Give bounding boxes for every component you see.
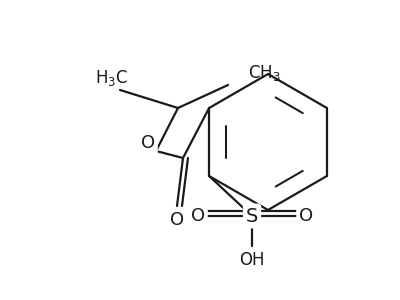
Text: H$_3$C: H$_3$C [95, 68, 128, 88]
Text: CH$_3$: CH$_3$ [248, 63, 281, 83]
Text: O: O [170, 211, 184, 229]
Text: S: S [246, 206, 258, 226]
Text: O: O [191, 207, 205, 225]
Text: OH: OH [239, 251, 265, 269]
Text: O: O [141, 134, 155, 152]
Text: O: O [299, 207, 313, 225]
